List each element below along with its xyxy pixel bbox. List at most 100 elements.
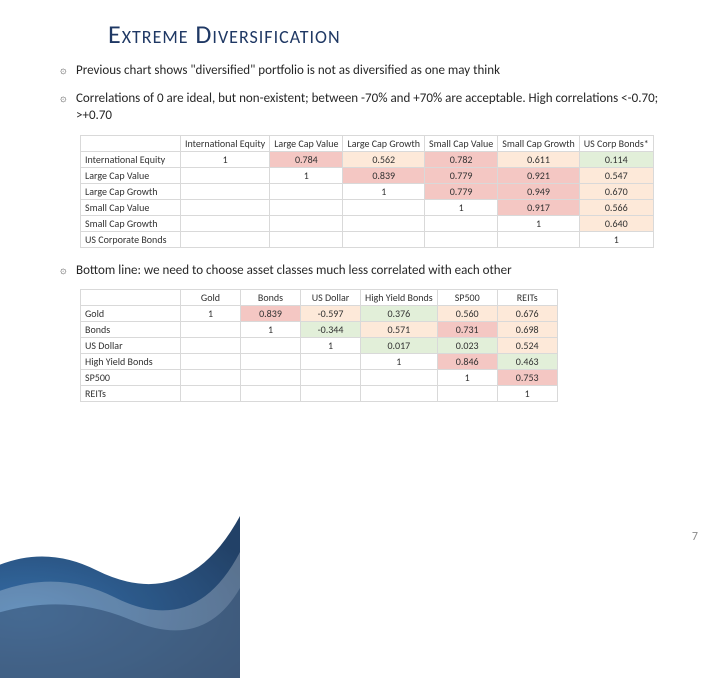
table-cell: 0.524 — [497, 338, 557, 354]
table-column-header: High Yield Bonds — [361, 290, 438, 306]
table-cell: 1 — [301, 338, 361, 354]
table-cell: 0.731 — [437, 322, 497, 338]
table-column-header: Large Cap Value — [270, 135, 343, 151]
table-cell — [270, 183, 343, 199]
table-cell — [343, 199, 424, 215]
table-cell: 0.846 — [437, 354, 497, 370]
bullet-icon: ۞ — [60, 90, 76, 106]
table-cell: 1 — [181, 151, 270, 167]
table-row-header: Large Cap Value — [81, 167, 181, 183]
table-cell: 0.611 — [498, 151, 580, 167]
table-column-header: Small Cap Growth — [498, 135, 580, 151]
table-cell: 0.640 — [579, 215, 653, 231]
table-cell — [424, 215, 497, 231]
bullet-item: ۞ Correlations of 0 are ideal, but non-e… — [60, 90, 690, 125]
table-column-header: Large Cap Growth — [343, 135, 424, 151]
table-row-header: US Corporate Bonds — [81, 231, 181, 247]
table-cell — [270, 215, 343, 231]
table-cell — [498, 231, 580, 247]
table-cell: 0.779 — [424, 183, 497, 199]
table-row-header: Bonds — [81, 322, 181, 338]
table-cell — [361, 370, 438, 386]
table-cell: 0.921 — [498, 167, 580, 183]
table-cell — [343, 215, 424, 231]
table-row-header: Gold — [81, 306, 181, 322]
table-column-header: SP500 — [437, 290, 497, 306]
table-cell: 0.779 — [424, 167, 497, 183]
table-cell — [181, 322, 241, 338]
table-cell: 0.839 — [241, 306, 301, 322]
bullet-icon: ۞ — [60, 62, 76, 78]
table-row: High Yield Bonds 10.8460.463 — [81, 354, 558, 370]
table-cell: 1 — [181, 306, 241, 322]
table-cell: 0.784 — [270, 151, 343, 167]
table-cell — [181, 183, 270, 199]
table-cell — [181, 370, 241, 386]
table-row: US Dollar 10.0170.0230.524 — [81, 338, 558, 354]
table-cell: 0.114 — [579, 151, 653, 167]
table-cell: 1 — [361, 354, 438, 370]
bullet-icon: ۞ — [60, 262, 76, 278]
table-cell — [181, 231, 270, 247]
table-row: Small Cap Value10.9170.566 — [81, 199, 654, 215]
table-cell — [241, 386, 301, 402]
table-row: SP50010.753 — [81, 370, 558, 386]
table-row: Gold10.839-0.5970.3760.5600.676 — [81, 306, 558, 322]
table-cell — [343, 231, 424, 247]
table-cell: 0.562 — [343, 151, 424, 167]
table-column-header: US Corp Bonds* — [579, 135, 653, 151]
table-cell: 0.949 — [498, 183, 580, 199]
table-cell — [241, 370, 301, 386]
table-column-header: Bonds — [241, 290, 301, 306]
table-cell — [270, 231, 343, 247]
table-row-header: Small Cap Growth — [81, 215, 181, 231]
table-cell — [301, 354, 361, 370]
table-cell — [181, 354, 241, 370]
page-number: 7 — [692, 530, 698, 544]
table-cell: 0.017 — [361, 338, 438, 354]
table-cell — [270, 199, 343, 215]
table-cell: 0.463 — [497, 354, 557, 370]
table-row-header: REITs — [81, 386, 181, 402]
table-column-header: Gold — [181, 290, 241, 306]
table-row: US Corporate Bonds1 — [81, 231, 654, 247]
table-cell: 1 — [497, 386, 557, 402]
table-cell: 0.023 — [437, 338, 497, 354]
table-column-header: REITs — [497, 290, 557, 306]
table-cell: 1 — [270, 167, 343, 183]
table-column-header: Small Cap Value — [424, 135, 497, 151]
table-cell: 0.571 — [361, 322, 438, 338]
table-column-header: International Equity — [181, 135, 270, 151]
table-cell — [181, 167, 270, 183]
correlation-table-1: International EquityLarge Cap ValueLarge… — [80, 135, 720, 248]
table-cell — [181, 338, 241, 354]
table-cell: 1 — [424, 199, 497, 215]
table-cell: 1 — [241, 322, 301, 338]
table-cell — [241, 354, 301, 370]
table-row-header: International Equity — [81, 151, 181, 167]
table-cell — [181, 199, 270, 215]
table-cell: 0.547 — [579, 167, 653, 183]
table-corner — [81, 135, 181, 151]
table-row: International Equity10.7840.5620.7820.61… — [81, 151, 654, 167]
table-row: REITs 1 — [81, 386, 558, 402]
table-row: Small Cap Growth 10.640 — [81, 215, 654, 231]
page-title: Extreme Diversification — [108, 18, 720, 50]
table-cell: 0.376 — [361, 306, 438, 322]
table-row-header: High Yield Bonds — [81, 354, 181, 370]
table-cell: 1 — [498, 215, 580, 231]
table-cell: 0.698 — [497, 322, 557, 338]
table-column-header: US Dollar — [301, 290, 361, 306]
table-row-header: Small Cap Value — [81, 199, 181, 215]
table-cell — [437, 386, 497, 402]
table-cell: 0.839 — [343, 167, 424, 183]
table-cell: 0.917 — [498, 199, 580, 215]
table-cell: -0.344 — [301, 322, 361, 338]
table-cell: 1 — [343, 183, 424, 199]
bullet-text: Bottom line: we need to choose asset cla… — [76, 262, 690, 280]
table-corner — [81, 290, 181, 306]
table-row-header: US Dollar — [81, 338, 181, 354]
bullet-list: ۞ Previous chart shows "diversified" por… — [60, 62, 690, 125]
table-cell — [361, 386, 438, 402]
table-cell: -0.597 — [301, 306, 361, 322]
